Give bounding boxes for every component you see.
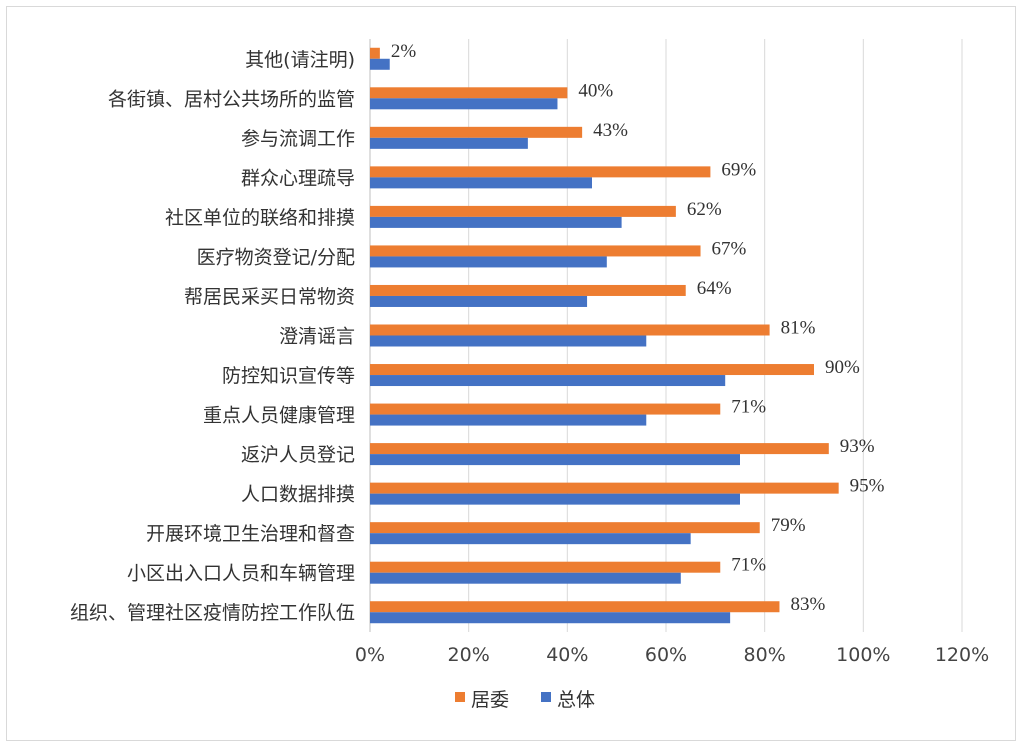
data-label: 67%	[712, 238, 747, 259]
bar-juwei	[370, 443, 829, 455]
category-label: 社区单位的联络和排摸	[165, 207, 355, 229]
bar-zongti	[370, 177, 592, 189]
bar-zongti	[370, 533, 691, 545]
data-label: 90%	[825, 357, 860, 378]
legend: 居委 总体	[455, 689, 595, 711]
bar-zongti	[370, 335, 647, 347]
data-label: 93%	[840, 436, 875, 457]
data-label: 40%	[578, 80, 613, 101]
data-label: 2%	[391, 41, 417, 62]
category-label: 澄清谣言	[279, 326, 355, 348]
bar-juwei	[370, 482, 839, 494]
legend-label: 总体	[557, 689, 595, 711]
category-label: 小区出入口人员和车辆管理	[127, 563, 355, 585]
bar-zongti	[370, 572, 681, 584]
bar-juwei	[370, 166, 711, 178]
data-label: 81%	[781, 318, 816, 339]
category-label: 组织、管理社区疫情防控工作队伍	[70, 602, 355, 624]
data-label: 83%	[790, 594, 825, 615]
category-label: 开展环境卫生治理和督查	[146, 523, 355, 545]
data-label: 69%	[721, 159, 756, 180]
category-label: 参与流调工作	[241, 128, 355, 150]
bar-juwei	[370, 47, 380, 59]
bar-zongti	[370, 612, 731, 624]
data-label: 43%	[593, 120, 628, 141]
bar-juwei	[370, 284, 686, 296]
bar-zongti	[370, 375, 726, 387]
category-label: 返沪人员登记	[241, 444, 355, 466]
category-label: 防控知识宣传等	[222, 365, 355, 387]
data-label: 62%	[687, 199, 722, 220]
bar-zongti	[370, 58, 390, 70]
bar-juwei	[370, 205, 676, 217]
bar-zongti	[370, 493, 740, 505]
bar-zongti	[370, 98, 558, 110]
bar-juwei	[370, 403, 721, 415]
bar-zongti	[370, 414, 647, 426]
bar-juwei	[370, 126, 583, 138]
bar-zongti	[370, 256, 607, 268]
category-label: 群众心理疏导	[241, 167, 355, 189]
bar-juwei	[370, 324, 770, 336]
x-tick-label: 80%	[744, 644, 786, 666]
category-label: 医疗物资登记/分配	[197, 246, 355, 268]
legend-label: 居委	[471, 689, 509, 711]
data-label: 79%	[771, 515, 806, 536]
data-label: 71%	[731, 397, 766, 418]
legend-swatch	[455, 692, 465, 702]
chart-frame: 0% 20% 40% 60% 80% 100% 120% 其他(请注明) 2% 各街镇、居村公共场…	[6, 6, 1016, 741]
data-label: 71%	[731, 555, 766, 576]
x-tick-label: 0%	[355, 644, 385, 666]
data-label: 64%	[697, 278, 732, 299]
category-label: 其他(请注明)	[245, 49, 355, 71]
x-tick-label: 20%	[448, 644, 490, 666]
bar-juwei	[370, 364, 814, 376]
x-tick-label: 100%	[836, 644, 890, 666]
bar-zongti	[370, 216, 622, 228]
category-label: 各街镇、居村公共场所的监管	[108, 88, 355, 110]
bar-juwei	[370, 245, 701, 257]
bar-zongti	[370, 137, 528, 149]
bar-juwei	[370, 601, 780, 613]
bar-juwei	[370, 561, 721, 573]
bar-chart: 0% 20% 40% 60% 80% 100% 120% 其他(请注明) 2% 各街镇、居村公共场…	[70, 39, 989, 711]
data-label: 95%	[850, 476, 885, 497]
category-label: 人口数据排摸	[241, 484, 355, 506]
category-label: 重点人员健康管理	[203, 405, 355, 427]
bar-zongti	[370, 454, 740, 466]
bar-juwei	[370, 87, 568, 99]
bar-zongti	[370, 295, 588, 307]
x-tick-label: 60%	[645, 644, 687, 666]
x-tick-label: 40%	[546, 644, 588, 666]
category-label: 帮居民采买日常物资	[184, 286, 355, 308]
bar-juwei	[370, 522, 760, 534]
labels: 0% 20% 40% 60% 80% 100% 120% 其他(请注明) 2% 各街镇、居村公共场…	[70, 41, 989, 666]
legend-swatch	[541, 692, 551, 702]
bars	[370, 47, 839, 624]
x-tick-label: 120%	[935, 644, 989, 666]
